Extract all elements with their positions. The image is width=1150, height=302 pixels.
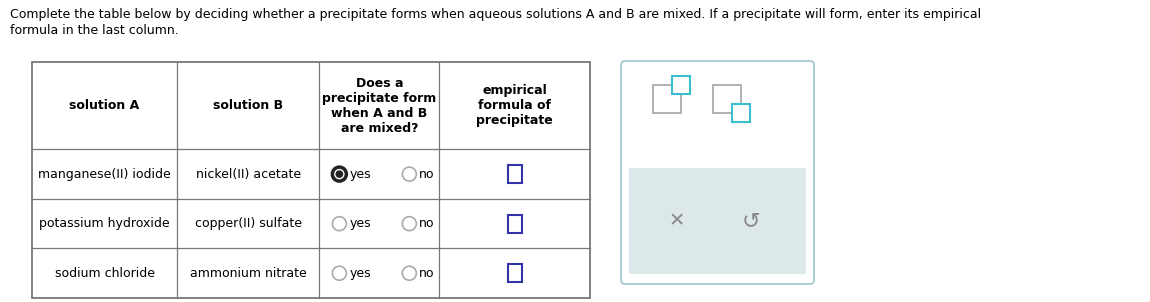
Text: Does a
precipitate form
when A and B
are mixed?: Does a precipitate form when A and B are… <box>322 77 437 135</box>
Bar <box>629 168 806 274</box>
FancyBboxPatch shape <box>621 61 814 284</box>
Bar <box>713 85 741 113</box>
Text: Complete the table below by deciding whether a precipitate forms when aqueous so: Complete the table below by deciding whe… <box>10 8 981 21</box>
Text: solution B: solution B <box>213 99 283 112</box>
Text: potassium hydroxide: potassium hydroxide <box>39 217 170 230</box>
Bar <box>672 76 690 94</box>
Bar <box>507 264 522 282</box>
Text: no: no <box>420 168 435 181</box>
Text: ✕: ✕ <box>668 211 685 230</box>
Text: formula in the last column.: formula in the last column. <box>10 24 178 37</box>
Bar <box>733 104 750 122</box>
Text: yes: yes <box>350 168 371 181</box>
Text: ammonium nitrate: ammonium nitrate <box>190 267 307 280</box>
Text: sodium chloride: sodium chloride <box>54 267 154 280</box>
Text: manganese(II) iodide: manganese(II) iodide <box>38 168 171 181</box>
Text: empirical
formula of
precipitate: empirical formula of precipitate <box>476 84 553 127</box>
Bar <box>653 85 681 113</box>
Bar <box>507 215 522 233</box>
Text: solution A: solution A <box>69 99 139 112</box>
Text: ↺: ↺ <box>742 211 760 231</box>
Text: nickel(II) acetate: nickel(II) acetate <box>196 168 301 181</box>
Bar <box>507 165 522 183</box>
Text: no: no <box>420 267 435 280</box>
Bar <box>32 62 590 298</box>
Text: no: no <box>420 217 435 230</box>
Text: copper(II) sulfate: copper(II) sulfate <box>194 217 301 230</box>
Text: yes: yes <box>350 217 371 230</box>
Text: yes: yes <box>350 267 371 280</box>
Circle shape <box>336 170 343 178</box>
